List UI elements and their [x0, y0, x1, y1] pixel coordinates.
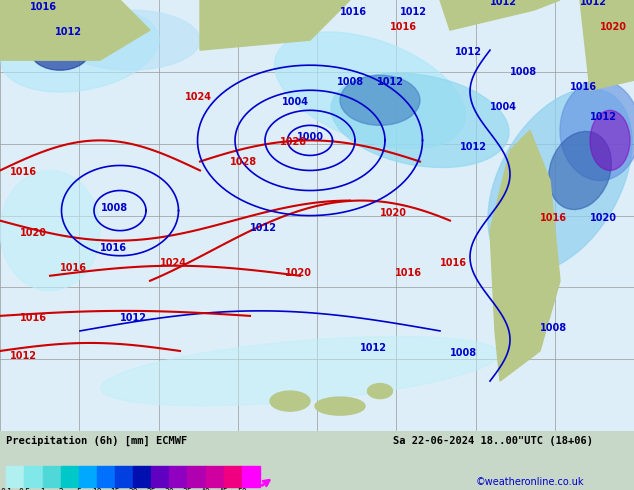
Text: 1008: 1008 [540, 323, 567, 333]
Bar [169, 466, 188, 487]
Text: 1012: 1012 [460, 143, 487, 152]
Text: 15: 15 [110, 488, 120, 490]
Bar [205, 466, 224, 487]
Ellipse shape [275, 32, 465, 148]
Text: 1012: 1012 [250, 222, 277, 233]
Text: 10: 10 [92, 488, 101, 490]
Text: 45: 45 [219, 488, 229, 490]
Bar [79, 466, 97, 487]
Text: 1016: 1016 [395, 268, 422, 278]
Text: Precipitation (6h) [mm] ECMWF: Precipitation (6h) [mm] ECMWF [6, 436, 188, 446]
Text: 1004: 1004 [281, 98, 309, 107]
Ellipse shape [548, 131, 611, 210]
Text: 1008: 1008 [337, 77, 363, 87]
Text: 1020: 1020 [20, 228, 47, 238]
Text: 1020: 1020 [285, 268, 312, 278]
Text: 1012: 1012 [120, 313, 147, 323]
Text: 0.1: 0.1 [1, 488, 12, 490]
Text: 1012: 1012 [590, 112, 617, 122]
Bar [224, 466, 242, 487]
Text: 35: 35 [183, 488, 192, 490]
Text: 1004: 1004 [490, 102, 517, 112]
Ellipse shape [101, 336, 499, 406]
Bar [6, 466, 25, 487]
Text: 1012: 1012 [400, 7, 427, 17]
Bar [133, 466, 152, 487]
Text: 2: 2 [58, 488, 63, 490]
Text: 25: 25 [146, 488, 156, 490]
Text: 1012: 1012 [10, 351, 37, 361]
Text: 5: 5 [76, 488, 81, 490]
Text: 1: 1 [40, 488, 45, 490]
Text: 30: 30 [164, 488, 174, 490]
Ellipse shape [560, 80, 634, 180]
Bar [97, 466, 115, 487]
Text: 1016: 1016 [10, 168, 37, 177]
Text: 1028: 1028 [280, 137, 307, 147]
Ellipse shape [488, 89, 632, 272]
Text: 1028: 1028 [230, 157, 257, 168]
Text: 1000: 1000 [297, 132, 323, 143]
Polygon shape [440, 0, 560, 30]
Bar [42, 466, 61, 487]
Text: 1012: 1012 [580, 0, 607, 7]
Text: 1016: 1016 [60, 263, 87, 273]
Bar [188, 466, 205, 487]
Polygon shape [200, 0, 350, 50]
Ellipse shape [30, 30, 90, 70]
Text: 50: 50 [237, 488, 247, 490]
Text: 1016: 1016 [20, 313, 47, 323]
Text: 1016: 1016 [390, 22, 417, 32]
Text: 1008: 1008 [510, 67, 537, 77]
Text: 1008: 1008 [101, 202, 129, 213]
Text: 1012: 1012 [377, 77, 403, 87]
Text: Sa 22-06-2024 18..00"UTC (18+06): Sa 22-06-2024 18..00"UTC (18+06) [393, 436, 593, 446]
Bar [115, 466, 133, 487]
Ellipse shape [60, 10, 200, 70]
Text: 1020: 1020 [380, 208, 407, 218]
Text: 1012: 1012 [490, 0, 517, 7]
Text: 1016: 1016 [340, 7, 367, 17]
Ellipse shape [340, 75, 420, 125]
Text: 0.5: 0.5 [18, 488, 30, 490]
Text: 1008: 1008 [450, 348, 477, 358]
Ellipse shape [0, 171, 100, 291]
Text: 40: 40 [201, 488, 210, 490]
Text: 1024: 1024 [185, 92, 212, 102]
Bar [25, 466, 42, 487]
Bar [152, 466, 169, 487]
Text: 1016: 1016 [100, 243, 127, 253]
Ellipse shape [590, 110, 630, 171]
Bar [61, 466, 79, 487]
Text: 1012: 1012 [455, 47, 482, 57]
Text: 1024: 1024 [160, 258, 187, 268]
Text: 1016: 1016 [30, 2, 57, 12]
Text: ©weatheronline.co.uk: ©weatheronline.co.uk [476, 477, 584, 487]
Ellipse shape [331, 73, 509, 168]
Text: 1020: 1020 [600, 22, 627, 32]
Text: 20: 20 [128, 488, 138, 490]
Polygon shape [0, 0, 150, 60]
Text: 1012: 1012 [360, 343, 387, 353]
Bar [242, 466, 260, 487]
Text: 1012: 1012 [55, 27, 82, 37]
Text: 1016: 1016 [440, 258, 467, 268]
Ellipse shape [1, 8, 159, 92]
Text: 1020: 1020 [590, 213, 617, 222]
Ellipse shape [368, 384, 392, 398]
Ellipse shape [270, 391, 310, 411]
Text: 1016: 1016 [540, 213, 567, 222]
Polygon shape [490, 130, 560, 381]
Polygon shape [580, 0, 634, 90]
Ellipse shape [315, 397, 365, 415]
Text: 1016: 1016 [570, 82, 597, 92]
